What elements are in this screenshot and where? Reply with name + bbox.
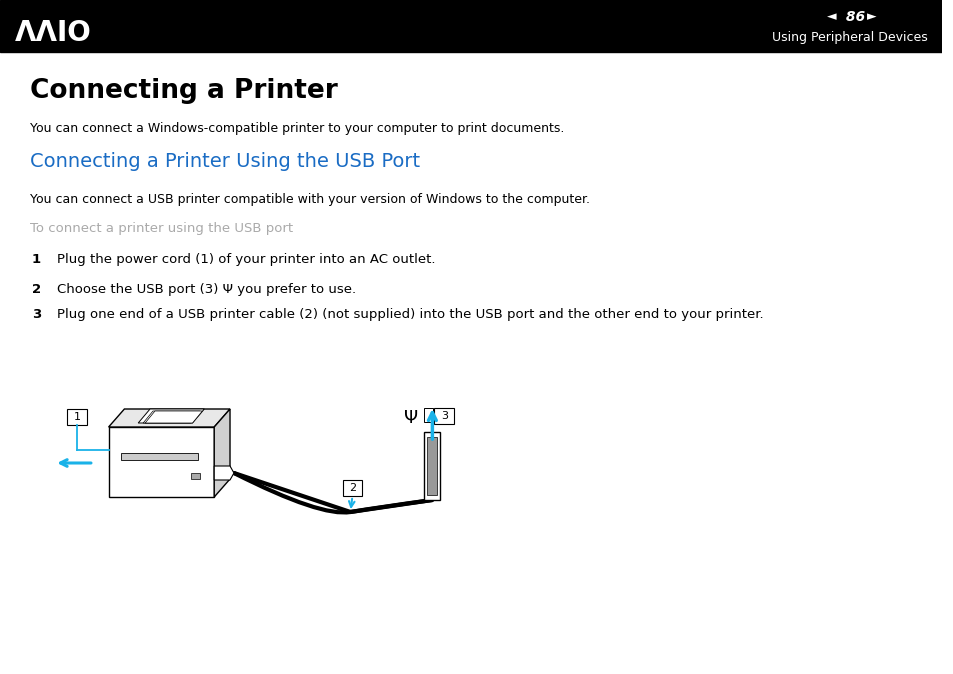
Polygon shape: [214, 409, 230, 497]
Text: ɅΛΙO: ɅΛΙO: [15, 19, 91, 47]
Bar: [67, 409, 87, 425]
Text: 3: 3: [440, 411, 447, 421]
Text: You can connect a USB printer compatible with your version of Windows to the com: You can connect a USB printer compatible…: [30, 193, 589, 206]
Text: 1: 1: [73, 412, 80, 422]
Text: Choose the USB port (3) Ψ you prefer to use.: Choose the USB port (3) Ψ you prefer to …: [57, 283, 356, 296]
Text: Ψ: Ψ: [403, 409, 417, 427]
Text: You can connect a Windows-compatible printer to your computer to print documents: You can connect a Windows-compatible pri…: [30, 122, 563, 135]
Bar: [427, 437, 436, 495]
Polygon shape: [143, 411, 200, 423]
Bar: [423, 408, 433, 422]
Bar: [434, 408, 454, 424]
Text: ►: ►: [866, 11, 876, 24]
Polygon shape: [138, 409, 204, 423]
Polygon shape: [214, 466, 233, 480]
Text: 2: 2: [31, 283, 41, 296]
Text: Using Peripheral Devices: Using Peripheral Devices: [771, 32, 927, 44]
Text: 1: 1: [31, 253, 41, 266]
Text: Plug one end of a USB printer cable (2) (not supplied) into the USB port and the: Plug one end of a USB printer cable (2) …: [57, 308, 763, 321]
Polygon shape: [145, 411, 202, 423]
Text: Plug the power cord (1) of your printer into an AC outlet.: Plug the power cord (1) of your printer …: [57, 253, 436, 266]
Bar: [0, 0, 941, 52]
Text: 86: 86: [841, 10, 869, 24]
Bar: [342, 480, 362, 496]
Polygon shape: [109, 409, 230, 427]
Bar: [191, 473, 200, 479]
Text: ◄: ◄: [826, 11, 836, 24]
Bar: [424, 432, 440, 500]
Text: 2: 2: [349, 483, 355, 493]
Text: To connect a printer using the USB port: To connect a printer using the USB port: [30, 222, 293, 235]
Text: Connecting a Printer Using the USB Port: Connecting a Printer Using the USB Port: [30, 152, 419, 171]
Text: Connecting a Printer: Connecting a Printer: [30, 78, 337, 104]
Bar: [121, 453, 198, 460]
Text: 3: 3: [31, 308, 41, 321]
Polygon shape: [109, 427, 214, 497]
